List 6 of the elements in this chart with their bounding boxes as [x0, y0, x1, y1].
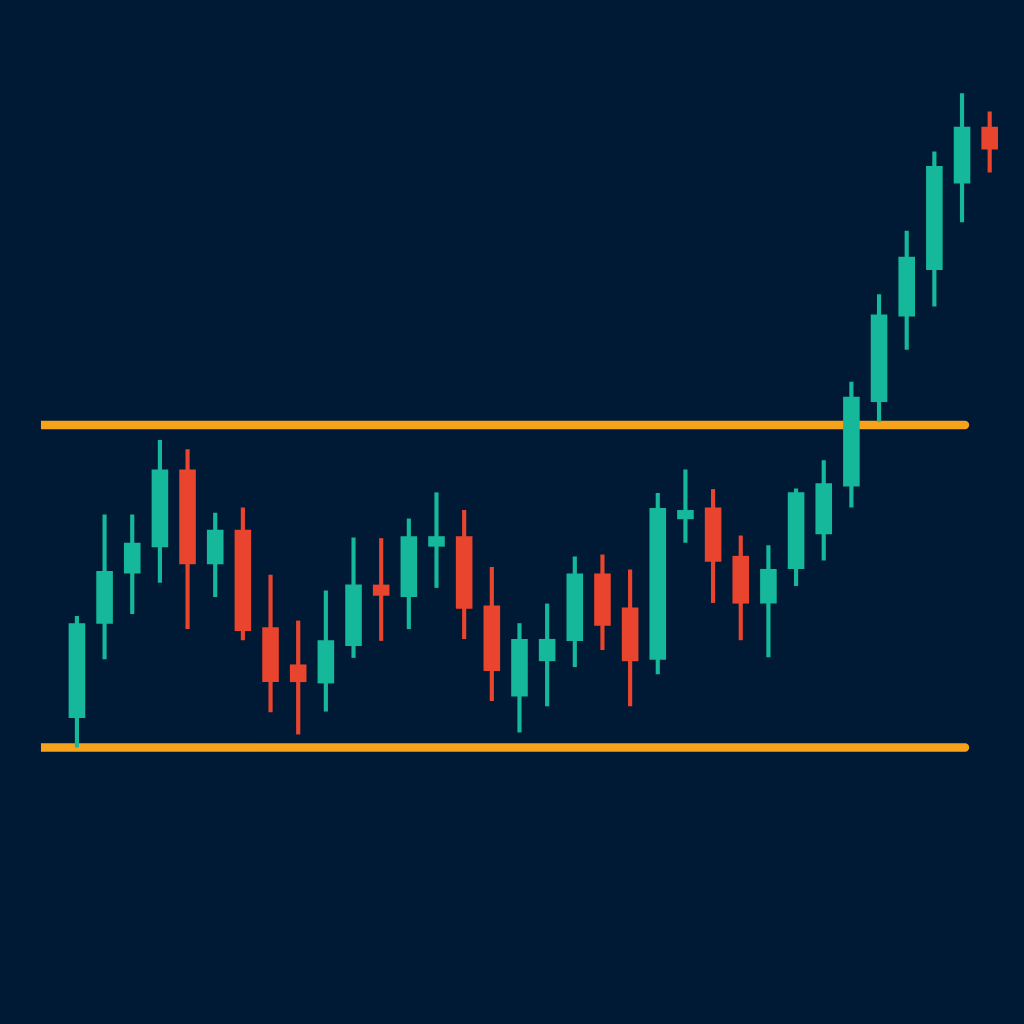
candlestick — [981, 111, 998, 173]
candlestick — [538, 603, 556, 707]
candlestick — [289, 620, 307, 735]
candlestick — [372, 538, 390, 641]
candlestick — [677, 469, 694, 543]
candlestick — [428, 492, 445, 588]
